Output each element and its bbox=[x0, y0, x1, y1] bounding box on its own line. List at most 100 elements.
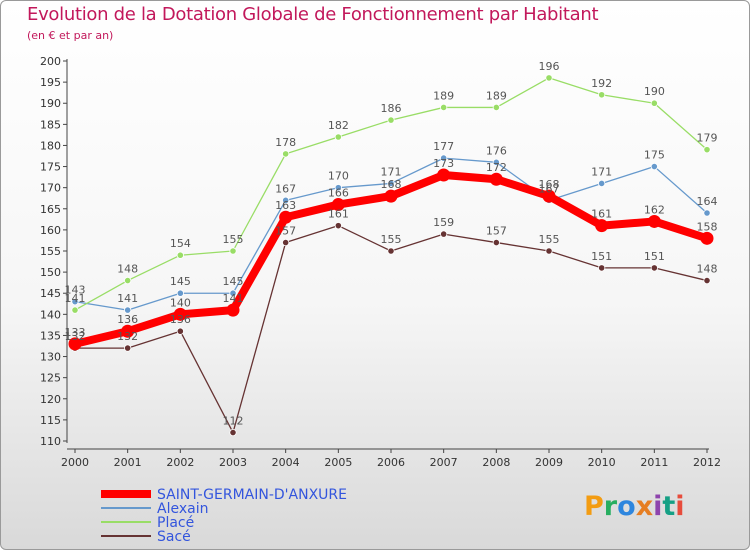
y-tick-label: 145 bbox=[40, 287, 61, 300]
data-point bbox=[492, 103, 500, 112]
y-tick-label: 115 bbox=[40, 414, 61, 427]
data-point bbox=[598, 91, 606, 99]
data-label: 179 bbox=[697, 132, 718, 145]
data-point bbox=[176, 251, 184, 259]
y-tick-label: 150 bbox=[40, 266, 61, 279]
data-label: 172 bbox=[486, 161, 507, 174]
data-label: 192 bbox=[591, 77, 612, 90]
data-label: 159 bbox=[433, 216, 454, 229]
x-tick-label: 2002 bbox=[166, 456, 194, 469]
data-point bbox=[282, 238, 290, 247]
data-point bbox=[703, 276, 711, 285]
proxiti-logo: Proxiti bbox=[584, 491, 685, 522]
data-label: 143 bbox=[65, 284, 86, 297]
data-label: 161 bbox=[591, 208, 612, 221]
data-label: 151 bbox=[591, 250, 612, 263]
data-label: 177 bbox=[433, 140, 454, 153]
chart-title: Evolution de la Dotation Globale de Fonc… bbox=[27, 4, 599, 25]
data-label: 178 bbox=[275, 136, 296, 149]
data-point bbox=[124, 276, 132, 285]
x-tick-label: 2008 bbox=[482, 456, 510, 469]
data-point bbox=[437, 168, 451, 182]
data-point bbox=[334, 184, 342, 192]
data-point bbox=[650, 99, 658, 107]
data-label: 136 bbox=[170, 313, 191, 326]
data-point bbox=[492, 158, 500, 166]
y-tick-label: 185 bbox=[40, 118, 61, 131]
data-label: 166 bbox=[328, 187, 349, 200]
data-label: 189 bbox=[433, 89, 454, 102]
data-point bbox=[387, 179, 395, 188]
data-label: 167 bbox=[275, 182, 296, 195]
data-point bbox=[598, 179, 606, 188]
y-tick-label: 160 bbox=[40, 224, 61, 237]
data-label: 171 bbox=[591, 165, 612, 178]
x-tick-label: 2000 bbox=[61, 456, 89, 469]
y-tick-label: 125 bbox=[40, 372, 61, 385]
data-point bbox=[387, 116, 395, 124]
data-label: 133 bbox=[65, 326, 86, 339]
data-point bbox=[598, 264, 606, 272]
data-point bbox=[229, 247, 237, 255]
data-point bbox=[331, 198, 345, 212]
data-label: 171 bbox=[381, 165, 402, 178]
data-point bbox=[545, 74, 553, 82]
x-tick-label: 2001 bbox=[114, 456, 142, 469]
data-label: 151 bbox=[644, 250, 665, 263]
y-tick-label: 200 bbox=[40, 55, 61, 68]
data-point bbox=[647, 214, 661, 228]
data-point bbox=[703, 209, 711, 217]
data-label: 145 bbox=[170, 275, 191, 288]
y-tick-label: 170 bbox=[40, 182, 61, 195]
data-label: 141 bbox=[223, 292, 244, 305]
data-label: 132 bbox=[65, 330, 86, 343]
data-point bbox=[542, 189, 556, 203]
y-tick-label: 190 bbox=[40, 97, 61, 110]
y-tick-label: 195 bbox=[40, 76, 61, 89]
x-tick-label: 2007 bbox=[430, 456, 458, 469]
series-line-3 bbox=[74, 225, 708, 434]
data-point bbox=[384, 189, 398, 203]
data-label: 189 bbox=[486, 89, 507, 102]
y-tick-label: 180 bbox=[40, 139, 61, 152]
data-label: 176 bbox=[486, 144, 507, 157]
data-point bbox=[226, 303, 240, 317]
chart-subtitle: (en € et par an) bbox=[27, 29, 114, 42]
data-label: 157 bbox=[275, 225, 296, 238]
x-tick-label: 2010 bbox=[588, 456, 616, 469]
x-tick-label: 2009 bbox=[535, 456, 563, 469]
data-label: 162 bbox=[644, 203, 665, 216]
y-tick-label: 165 bbox=[40, 203, 61, 216]
data-label: 155 bbox=[223, 233, 244, 246]
data-point bbox=[440, 230, 448, 238]
data-label: 141 bbox=[117, 292, 138, 305]
data-label: 140 bbox=[170, 296, 191, 309]
data-point bbox=[229, 289, 237, 297]
data-point bbox=[334, 222, 342, 230]
data-label: 141 bbox=[65, 292, 86, 305]
data-point bbox=[176, 289, 184, 297]
data-label: 158 bbox=[697, 220, 718, 233]
data-label: 163 bbox=[275, 199, 296, 212]
data-label: 170 bbox=[328, 170, 349, 183]
data-point bbox=[173, 307, 187, 321]
data-label: 164 bbox=[697, 195, 718, 208]
data-point bbox=[700, 231, 714, 245]
data-point bbox=[440, 154, 448, 162]
data-point bbox=[71, 306, 79, 314]
data-label: 155 bbox=[381, 233, 402, 246]
y-tick-label: 130 bbox=[40, 351, 61, 364]
data-point bbox=[71, 298, 79, 306]
data-point bbox=[440, 103, 448, 112]
data-label: 154 bbox=[170, 237, 191, 250]
x-tick-label: 2005 bbox=[324, 456, 352, 469]
data-label: 148 bbox=[117, 263, 138, 276]
data-point bbox=[124, 344, 132, 352]
data-label: 196 bbox=[539, 60, 560, 73]
data-label: 182 bbox=[328, 119, 349, 132]
legend-label: SAINT-GERMAIN-D'ANXURE bbox=[157, 487, 347, 503]
data-label: 168 bbox=[381, 178, 402, 191]
legend-label: Alexain bbox=[157, 501, 208, 517]
